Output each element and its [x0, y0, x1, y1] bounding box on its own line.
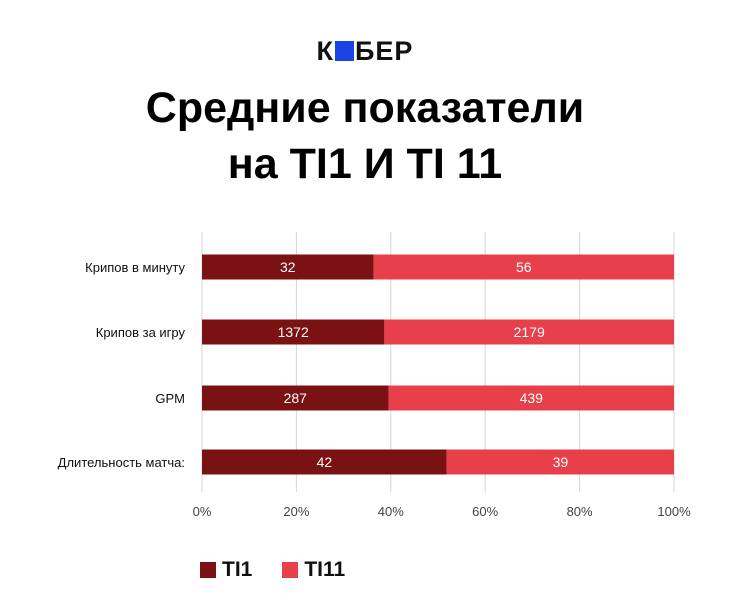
bar-ti1-4	[202, 449, 447, 475]
x-tick-label: 40%	[378, 504, 404, 519]
category-label: Крипов в минуту	[85, 260, 185, 275]
bar-ti11-4	[446, 449, 674, 475]
category-label: GPM	[155, 391, 185, 406]
legend-swatch	[282, 562, 299, 578]
data-label: 32	[280, 259, 296, 275]
brand-logo: К БЕР	[0, 36, 730, 67]
title-line-2: на TI1 И TI 11	[227, 140, 503, 188]
legend-label: TI1	[222, 558, 253, 581]
logo-text-left: К	[316, 36, 335, 66]
x-tick-label: 80%	[567, 504, 593, 519]
x-tick-label: 20%	[283, 504, 309, 519]
title-line-1: Средние показатели	[145, 84, 585, 132]
legend-item-ti1: TI1	[200, 558, 252, 582]
category-label: Длительность матча:	[58, 455, 185, 470]
data-label: 439	[520, 390, 544, 406]
legend-label: TI11	[304, 558, 346, 581]
legend-item-ti11: TI11	[282, 558, 345, 582]
x-tick-label: 0%	[193, 504, 212, 519]
logo-text-right: БЕР	[355, 36, 414, 66]
bar-ti1-2	[202, 319, 385, 345]
chart-legend: TI1 TI11	[200, 558, 375, 582]
bar-ti1-3	[202, 385, 389, 411]
data-label: 287	[284, 390, 308, 406]
x-tick-label: 60%	[472, 504, 498, 519]
category-label: Крипов за игру	[96, 325, 186, 340]
bar-ti11-3	[388, 385, 674, 411]
logo-mark-icon	[335, 41, 355, 61]
bar-ti11-1	[373, 254, 674, 280]
data-label: 39	[553, 454, 569, 470]
bar-ti1-1	[202, 254, 374, 280]
data-label: 1372	[278, 324, 309, 340]
legend-swatch	[200, 562, 216, 578]
bar-ti11-2	[384, 319, 674, 345]
data-label: 56	[516, 259, 532, 275]
x-tick-label: 100%	[657, 504, 691, 519]
data-label: 42	[317, 454, 333, 470]
data-label: 2179	[514, 324, 545, 340]
page-title: Средние показатели на TI1 И TI 11	[0, 80, 730, 192]
